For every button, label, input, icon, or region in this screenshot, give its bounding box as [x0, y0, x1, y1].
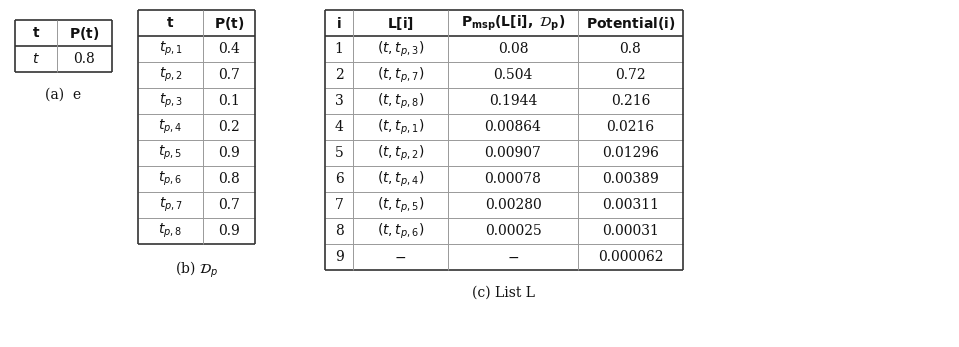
- Text: $(t,t_{p,2})$: $(t,t_{p,2})$: [377, 143, 424, 163]
- Text: $t_{p,4}$: $t_{p,4}$: [158, 118, 182, 136]
- Text: 0.00280: 0.00280: [484, 198, 542, 212]
- Text: $\mathbf{t}$: $\mathbf{t}$: [32, 26, 40, 40]
- Text: 8: 8: [335, 224, 343, 238]
- Text: 0.000062: 0.000062: [597, 250, 664, 264]
- Text: 0.8: 0.8: [74, 52, 95, 66]
- Text: $t_{p,7}$: $t_{p,7}$: [158, 196, 182, 214]
- Text: 7: 7: [335, 198, 343, 212]
- Text: 0.7: 0.7: [218, 198, 240, 212]
- Text: (a)  e: (a) e: [45, 88, 82, 102]
- Text: $t_{p,8}$: $t_{p,8}$: [158, 222, 182, 240]
- Text: $t_{p,3}$: $t_{p,3}$: [158, 92, 182, 110]
- Text: $\mathbf{L[i]}$: $\mathbf{L[i]}$: [387, 15, 414, 32]
- Text: 0.72: 0.72: [615, 68, 645, 82]
- Text: $t_{p,5}$: $t_{p,5}$: [158, 144, 182, 162]
- Text: 5: 5: [335, 146, 343, 160]
- Text: 0.00907: 0.00907: [484, 146, 542, 160]
- Text: $\mathbf{P(t)}$: $\mathbf{P(t)}$: [69, 25, 100, 42]
- Text: $\mathbf{i}$: $\mathbf{i}$: [337, 16, 341, 31]
- Text: 0.00864: 0.00864: [484, 120, 542, 134]
- Text: $\mathbf{P(t)}$: $\mathbf{P(t)}$: [214, 15, 245, 32]
- Text: $t_{p,2}$: $t_{p,2}$: [158, 66, 182, 84]
- Text: 0.8: 0.8: [218, 172, 240, 186]
- Text: 0.4: 0.4: [218, 42, 240, 56]
- Text: 0.00311: 0.00311: [602, 198, 659, 212]
- Text: 0.01296: 0.01296: [602, 146, 659, 160]
- Text: $(t,t_{p,6})$: $(t,t_{p,6})$: [377, 221, 424, 241]
- Text: 4: 4: [335, 120, 343, 134]
- Text: $-$: $-$: [394, 250, 407, 264]
- Text: $(t,t_{p,1})$: $(t,t_{p,1})$: [377, 117, 424, 137]
- Text: 0.8: 0.8: [620, 42, 642, 56]
- Text: 0.1944: 0.1944: [489, 94, 537, 108]
- Text: 6: 6: [335, 172, 343, 186]
- Text: 0.1: 0.1: [218, 94, 240, 108]
- Text: 0.00078: 0.00078: [484, 172, 542, 186]
- Text: 0.00025: 0.00025: [484, 224, 542, 238]
- Text: $t_{p,6}$: $t_{p,6}$: [158, 170, 182, 188]
- Text: 1: 1: [335, 42, 343, 56]
- Text: (c) List L: (c) List L: [473, 286, 535, 300]
- Text: $(t,t_{p,3})$: $(t,t_{p,3})$: [377, 39, 424, 59]
- Text: 0.00031: 0.00031: [602, 224, 659, 238]
- Text: 0.00389: 0.00389: [602, 172, 659, 186]
- Text: 0.504: 0.504: [493, 68, 532, 82]
- Text: $(t,t_{p,4})$: $(t,t_{p,4})$: [377, 169, 424, 189]
- Text: 2: 2: [335, 68, 343, 82]
- Text: $(t,t_{p,5})$: $(t,t_{p,5})$: [377, 195, 424, 215]
- Text: $-$: $-$: [507, 250, 519, 264]
- Text: $\mathbf{t}$: $\mathbf{t}$: [166, 16, 175, 30]
- Text: $\mathbf{P_{msp}(L[i],\ \mathcal{D}_p)}$: $\mathbf{P_{msp}(L[i],\ \mathcal{D}_p)}$: [461, 13, 565, 33]
- Text: (b) $\mathcal{D}_p$: (b) $\mathcal{D}_p$: [175, 260, 218, 280]
- Text: $\mathbf{Potential(i)}$: $\mathbf{Potential(i)}$: [586, 15, 675, 32]
- Text: $t$: $t$: [32, 52, 40, 66]
- Text: 0.9: 0.9: [218, 224, 240, 238]
- Text: 0.216: 0.216: [611, 94, 650, 108]
- Text: $(t,t_{p,7})$: $(t,t_{p,7})$: [377, 65, 424, 85]
- Text: $t_{p,1}$: $t_{p,1}$: [158, 40, 182, 58]
- Text: 9: 9: [335, 250, 343, 264]
- Text: 3: 3: [335, 94, 343, 108]
- Text: 0.7: 0.7: [218, 68, 240, 82]
- Text: 0.08: 0.08: [498, 42, 528, 56]
- Text: $(t,t_{p,8})$: $(t,t_{p,8})$: [377, 91, 424, 111]
- Text: 0.0216: 0.0216: [606, 120, 655, 134]
- Text: 0.9: 0.9: [218, 146, 240, 160]
- Text: 0.2: 0.2: [218, 120, 240, 134]
